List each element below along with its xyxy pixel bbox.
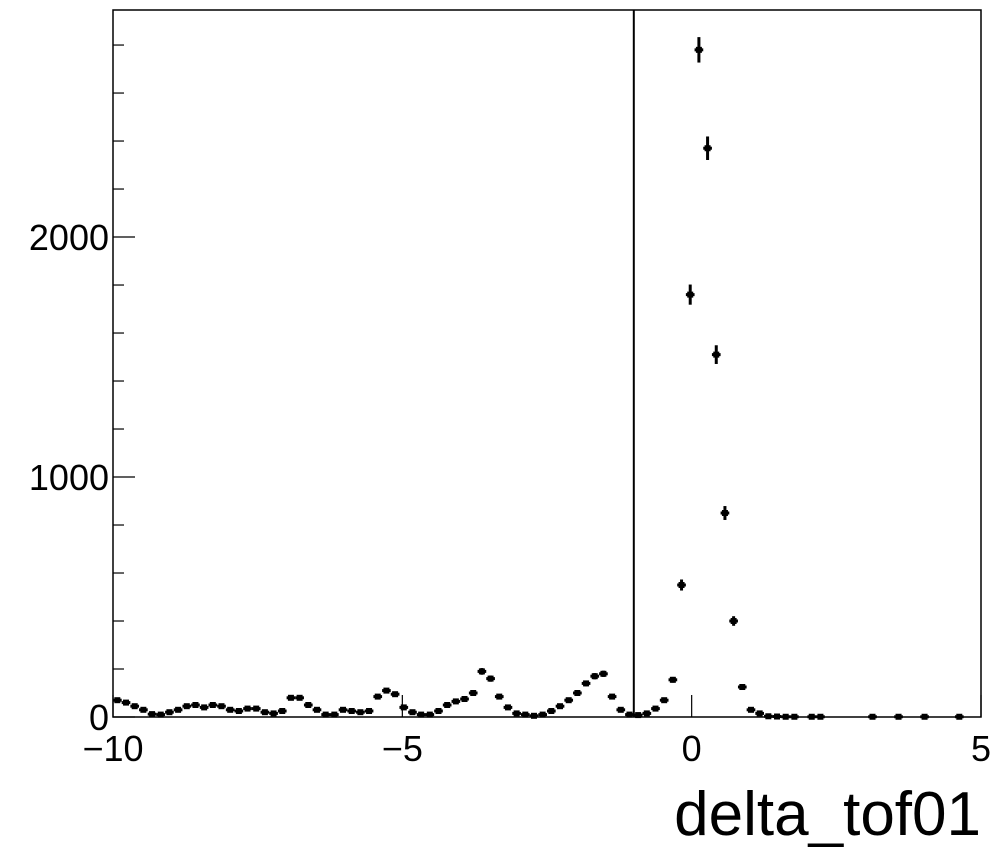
marker [626,711,633,718]
marker [583,680,590,687]
marker [791,713,798,720]
marker [539,711,546,718]
marker [470,690,477,697]
marker [435,708,442,715]
marker [140,706,147,713]
marker [652,705,659,712]
marker [478,668,485,675]
marker [270,710,277,717]
marker [530,712,537,719]
marker [591,673,598,680]
marker [704,145,711,152]
marker [635,712,642,719]
marker [175,706,182,713]
marker [739,684,746,691]
marker [600,670,607,677]
marker [418,711,425,718]
marker [366,708,373,715]
marker [426,711,433,718]
marker [522,711,529,718]
marker [157,711,164,718]
plot-frame [112,9,982,718]
marker [131,703,138,710]
y-tick-label: 0 [89,697,109,738]
marker [565,697,572,704]
x-tick-label: 5 [971,728,991,769]
x-tick-label: −10 [82,728,143,769]
marker [383,687,390,694]
y-tick-label: 1000 [29,457,109,498]
marker [400,704,407,711]
marker [695,46,702,53]
marker [452,698,459,705]
marker [687,291,694,298]
marker [149,711,156,718]
marker [287,694,294,701]
marker [192,702,199,709]
marker [895,713,902,720]
marker [609,693,616,700]
marker [392,691,399,698]
marker [678,582,685,589]
marker [409,709,416,716]
marker [774,713,781,720]
marker [331,711,338,718]
marker [166,709,173,716]
marker [235,708,242,715]
marker [340,706,347,713]
marker [123,699,130,706]
marker [808,713,815,720]
x-tick-label: 0 [682,728,702,769]
x-tick-label: −5 [382,728,423,769]
marker [713,351,720,358]
marker [557,703,564,710]
marker [183,703,190,710]
marker [218,703,225,710]
marker [244,705,251,712]
marker [444,702,451,709]
marker [869,713,876,720]
marker [956,713,963,720]
marker [513,710,520,717]
marker [747,706,754,713]
marker [765,713,772,720]
marker [261,709,268,716]
marker [921,713,928,720]
x-axis-title: delta_tof01 [674,780,981,847]
marker [201,704,208,711]
marker [227,706,234,713]
marker [721,510,728,517]
marker [487,675,494,682]
marker [782,713,789,720]
marker [296,694,303,701]
marker [279,708,286,715]
marker [617,706,624,713]
marker [548,708,555,715]
y-tick-label: 2000 [29,217,109,258]
marker [756,710,763,717]
marker [374,693,381,700]
marker [209,702,216,709]
marker [817,713,824,720]
marker [504,704,511,711]
marker [496,693,503,700]
marker [730,618,737,625]
marker [322,711,329,718]
marker [253,705,260,712]
marker [114,697,121,704]
marker [348,708,355,715]
marker [669,676,676,683]
marker [574,690,581,697]
marker [305,702,312,709]
marker [313,706,320,713]
marker [461,696,468,703]
marker [357,709,364,716]
marker [661,697,668,704]
marker [643,710,650,717]
